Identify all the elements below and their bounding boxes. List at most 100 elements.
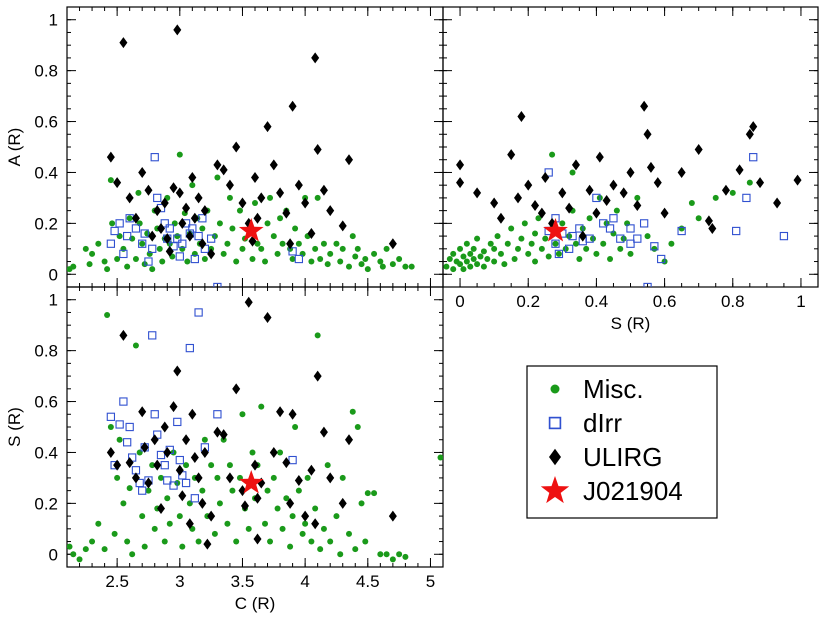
misc-point xyxy=(443,263,450,270)
misc-point xyxy=(179,543,186,550)
ulirg-point xyxy=(219,164,228,176)
misc-point xyxy=(184,258,191,265)
x-axis-title: S (R) xyxy=(611,314,651,333)
misc-point xyxy=(569,169,576,176)
ulirg-point xyxy=(138,406,147,418)
misc-point xyxy=(333,513,340,520)
misc-point xyxy=(508,225,515,232)
ulirg-point xyxy=(175,464,184,476)
ulirg-point xyxy=(286,238,295,250)
misc-point xyxy=(176,513,183,520)
ulirg-point xyxy=(514,192,522,204)
dirr-point xyxy=(106,239,116,248)
dirr-point xyxy=(178,239,187,248)
misc-point xyxy=(252,200,258,206)
misc-point xyxy=(195,538,202,545)
ulirg-point xyxy=(190,452,199,464)
misc-point xyxy=(339,474,346,481)
misc-point xyxy=(474,235,481,242)
misc-point xyxy=(552,240,559,247)
misc-point xyxy=(264,487,271,494)
misc-point xyxy=(501,261,508,268)
ulirg-point xyxy=(232,141,241,153)
misc-point xyxy=(437,454,443,461)
dirr-point xyxy=(288,455,297,465)
y-tick-label: 1 xyxy=(49,291,58,310)
dirr-point xyxy=(163,476,172,485)
misc-point xyxy=(135,189,142,196)
misc-point xyxy=(262,520,269,527)
ulirg-point xyxy=(173,365,182,377)
ulirg-point xyxy=(595,151,604,163)
dirr-point xyxy=(190,254,199,264)
misc-point xyxy=(349,233,356,240)
misc-point xyxy=(176,151,183,158)
misc-point xyxy=(89,538,96,545)
ulirg-point xyxy=(157,502,165,514)
misc-point xyxy=(199,487,206,494)
misc-point xyxy=(226,462,233,469)
ulirg-point xyxy=(338,497,347,509)
ulirg-point xyxy=(240,500,249,512)
misc-point xyxy=(497,250,504,257)
misc-point xyxy=(214,474,221,481)
ulirg-point xyxy=(633,200,642,212)
dirr-point xyxy=(138,486,147,495)
ulirg-point xyxy=(490,197,499,209)
legend-label-target: J021904 xyxy=(583,476,683,506)
misc-point xyxy=(179,245,186,252)
misc-point xyxy=(151,525,158,532)
ulirg-point xyxy=(640,100,649,112)
target-point xyxy=(543,218,568,242)
misc-point xyxy=(109,220,116,227)
misc-point xyxy=(613,207,620,214)
ulirg-point xyxy=(203,538,212,550)
ulirg-point xyxy=(313,144,322,156)
target-point xyxy=(238,470,264,494)
misc-point xyxy=(279,525,286,532)
misc-point xyxy=(249,449,256,456)
legend-label-misc: Misc. xyxy=(583,374,644,404)
y-tick-label: 0.8 xyxy=(34,342,58,361)
ulirg-point xyxy=(198,497,207,509)
dirr-point xyxy=(568,231,577,241)
misc-point xyxy=(617,245,624,252)
misc-point xyxy=(327,250,334,257)
ulirg-point xyxy=(619,187,628,199)
misc-point xyxy=(362,256,369,262)
ulirg-point xyxy=(157,222,165,234)
dirr-point xyxy=(150,153,159,162)
ulirg-point xyxy=(119,329,128,341)
dirr-point xyxy=(742,193,751,203)
dirr-point xyxy=(626,239,635,248)
misc-point xyxy=(189,182,196,189)
misc-point xyxy=(295,240,302,247)
ulirg-point xyxy=(571,159,580,171)
misc-point xyxy=(129,235,136,242)
misc-point xyxy=(477,253,484,260)
misc-point xyxy=(559,220,566,227)
x-tick-label: 0.2 xyxy=(516,292,540,311)
misc-point xyxy=(124,263,131,270)
misc-point xyxy=(126,485,133,492)
ulirg-point xyxy=(125,192,134,204)
misc-point xyxy=(324,462,331,469)
misc-point xyxy=(95,240,102,247)
dirr-point xyxy=(564,244,574,253)
misc-point xyxy=(239,245,246,252)
misc-point xyxy=(555,250,562,257)
misc-point xyxy=(377,551,384,558)
ulirg-point xyxy=(537,207,546,219)
dirr-point xyxy=(288,247,297,256)
ulirg-point xyxy=(238,485,247,497)
dirr-point xyxy=(175,455,184,465)
x-tick-label: 0.4 xyxy=(585,292,609,311)
misc-point xyxy=(86,261,93,268)
data-marks xyxy=(67,24,802,563)
misc-point xyxy=(161,538,168,545)
dirr-point xyxy=(779,231,789,241)
ulirg-point xyxy=(213,426,222,438)
ulirg-point xyxy=(253,492,262,504)
misc-point xyxy=(525,250,532,257)
misc-point xyxy=(491,258,498,265)
